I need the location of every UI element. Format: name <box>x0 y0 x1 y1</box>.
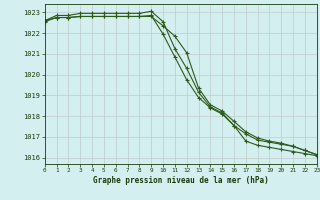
X-axis label: Graphe pression niveau de la mer (hPa): Graphe pression niveau de la mer (hPa) <box>93 176 269 185</box>
